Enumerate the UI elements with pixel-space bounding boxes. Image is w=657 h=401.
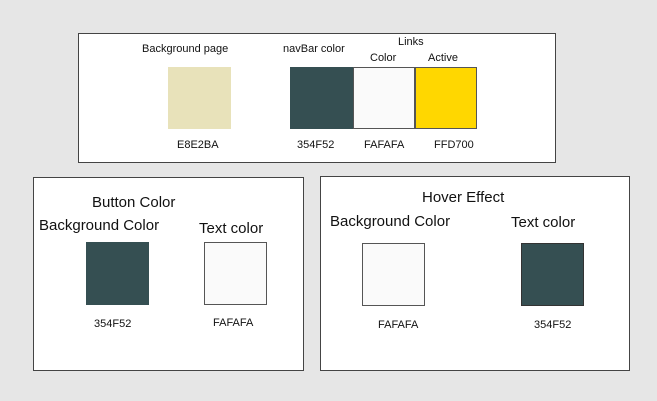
button-color-title: Button Color bbox=[92, 194, 176, 211]
button-background-label: Background Color bbox=[39, 217, 160, 234]
hover-text-swatch bbox=[521, 243, 584, 306]
navbar-label: navBar color bbox=[283, 43, 345, 55]
button-text-hex: FAFAFA bbox=[213, 317, 254, 329]
links-active-label: Active bbox=[428, 52, 458, 64]
background-page-swatch bbox=[168, 67, 231, 129]
links-color-swatch bbox=[353, 67, 415, 129]
hover-effect-title: Hover Effect bbox=[422, 189, 505, 206]
top-panel: Background page E8E2BA navBar color 354F… bbox=[78, 33, 556, 163]
background-page-hex: E8E2BA bbox=[177, 139, 219, 151]
button-background-swatch bbox=[86, 242, 149, 305]
links-color-label: Color bbox=[370, 52, 397, 64]
hover-background-swatch bbox=[362, 243, 425, 306]
hover-background-hex: FAFAFA bbox=[378, 319, 419, 331]
button-text-swatch bbox=[204, 242, 267, 305]
links-active-hex: FFD700 bbox=[434, 139, 474, 151]
navbar-hex: 354F52 bbox=[297, 139, 335, 151]
button-color-panel: Button Color Background Color Text color… bbox=[33, 177, 304, 371]
navbar-swatch bbox=[290, 67, 353, 129]
hover-text-label: Text color bbox=[511, 214, 576, 231]
links-active-swatch bbox=[415, 67, 477, 129]
links-label: Links bbox=[398, 36, 424, 48]
background-page-label: Background page bbox=[142, 43, 229, 55]
hover-background-label: Background Color bbox=[330, 213, 451, 230]
hover-effect-panel: Hover Effect Background Color Text color… bbox=[320, 176, 630, 371]
button-text-label: Text color bbox=[199, 220, 264, 237]
links-color-hex: FAFAFA bbox=[364, 139, 405, 151]
hover-text-hex: 354F52 bbox=[534, 319, 572, 331]
button-background-hex: 354F52 bbox=[94, 318, 132, 330]
